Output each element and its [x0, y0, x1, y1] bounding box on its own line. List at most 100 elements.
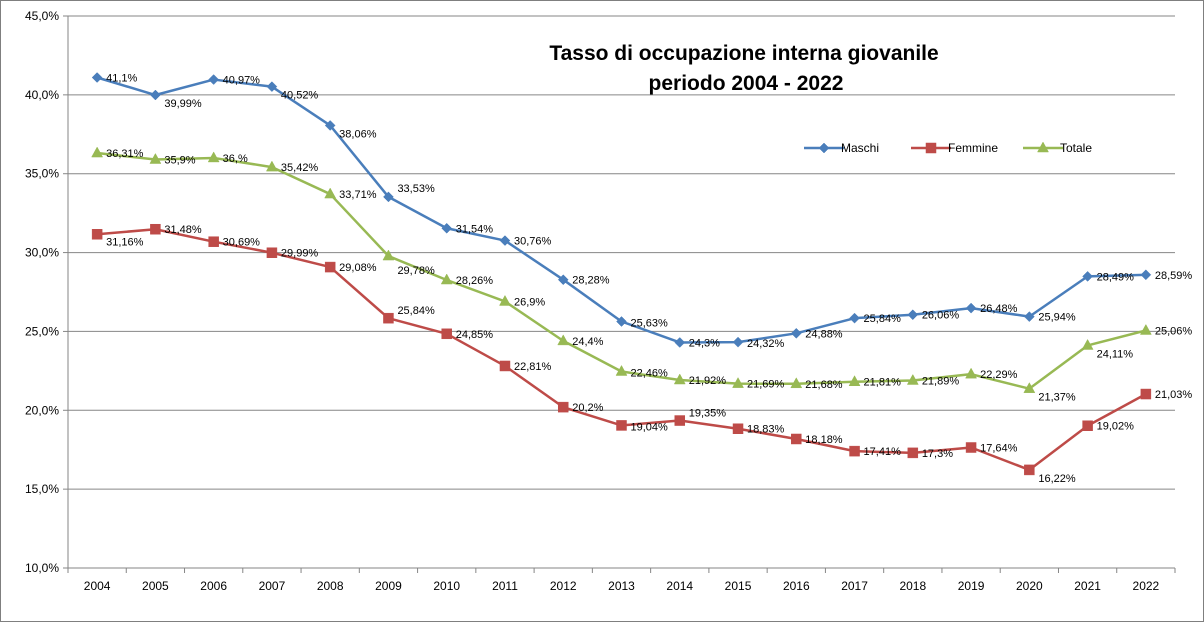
data-point-totale	[557, 334, 570, 346]
data-point-maschi	[324, 120, 336, 131]
legend-marker-maschi	[818, 142, 830, 154]
x-tick-label: 2021	[1074, 579, 1101, 593]
data-point-femmine	[324, 261, 336, 273]
x-tick-label: 2015	[725, 579, 752, 593]
legend-label-femmine: Femmine	[948, 141, 998, 155]
legend: Maschi Femmine Totale	[804, 141, 1092, 155]
data-point-totale	[615, 364, 628, 376]
data-point-femmine	[441, 328, 452, 340]
data-point-totale	[382, 249, 395, 261]
data-point-totale	[673, 373, 686, 385]
data-label-maschi: 24,32%	[747, 338, 785, 350]
data-label-totale: 21,69%	[747, 379, 785, 391]
chart-title-group: Tasso di occupazione interna giovanile p…	[549, 42, 938, 95]
data-point-totale	[1081, 338, 1094, 350]
y-tick-label: 15,0%	[25, 482, 59, 496]
data-point-femmine	[907, 447, 919, 459]
data-label-totale: 35,42%	[281, 162, 319, 174]
legend-marker-totale	[1037, 141, 1049, 153]
series-line-totale	[96, 151, 1147, 390]
x-tick-label: 2014	[666, 579, 693, 593]
data-point-totale	[732, 377, 744, 388]
data-point-totale	[906, 373, 919, 385]
series-line-femmine	[97, 227, 1147, 472]
x-tick-label: 2017	[841, 579, 868, 593]
data-label-femmine: 17,41%	[864, 446, 902, 458]
data-point-maschi	[266, 81, 278, 93]
data-label-femmine: 18,83%	[747, 424, 785, 436]
data-labels: 41,1% 39,99% 40,97% 40,52% 38,06% 33,53% 31,54…	[106, 73, 1192, 485]
data-label-totale: 22,46%	[631, 367, 669, 379]
x-tick-label: 2006	[200, 579, 227, 593]
x-tick-label: 2011	[492, 579, 518, 593]
data-point-totale	[1139, 323, 1152, 335]
data-label-femmine: 18,18%	[805, 434, 843, 446]
data-point-maschi	[208, 74, 220, 85]
data-label-maschi: 41,1%	[106, 73, 137, 85]
data-point-maschi	[907, 309, 919, 321]
x-tick-label: 2012	[550, 579, 577, 593]
data-point-femmine	[383, 312, 394, 324]
data-label-maschi: 25,94%	[1038, 312, 1076, 324]
data-point-femmine	[266, 247, 278, 258]
data-point-femmine	[616, 420, 627, 431]
data-point-femmine	[1140, 388, 1152, 400]
data-label-totale: 28,26%	[456, 275, 494, 287]
data-label-totale: 21,68%	[805, 379, 843, 391]
data-label-maschi: 31,54%	[456, 223, 494, 235]
x-tick-label: 2018	[899, 579, 926, 593]
x-tick-label: 2022	[1133, 579, 1160, 593]
data-point-maschi	[441, 222, 453, 234]
data-label-totale: 21,89%	[922, 375, 960, 387]
x-tick-label: 2004	[84, 579, 111, 593]
data-label-totale: 24,11%	[1097, 348, 1134, 360]
data-label-femmine: 30,69%	[223, 237, 261, 249]
data-label-maschi: 24,3%	[689, 337, 720, 349]
x-tick-label: 2007	[259, 579, 286, 593]
legend-label-maschi: Maschi	[841, 141, 879, 155]
data-label-femmine: 17,3%	[922, 448, 953, 460]
data-point-maschi	[849, 312, 860, 324]
data-label-maschi: 40,97%	[223, 75, 261, 87]
data-label-femmine: 20,2%	[572, 402, 603, 414]
data-point-totale	[965, 367, 978, 379]
data-label-maschi: 28,49%	[1097, 271, 1135, 283]
data-point-femmine	[732, 423, 744, 434]
data-label-femmine: 17,64%	[980, 443, 1018, 455]
x-tick-label: 2010	[433, 579, 460, 593]
data-label-totale: 21,81%	[864, 377, 902, 389]
data-point-maschi	[150, 89, 161, 101]
data-point-totale	[790, 377, 803, 389]
x-tick-label: 2005	[142, 579, 169, 593]
data-point-maschi	[1023, 311, 1035, 322]
data-label-maschi: 25,63%	[631, 317, 669, 329]
data-label-totale: 25,06%	[1155, 325, 1193, 337]
data-point-femmine	[965, 442, 977, 453]
data-point-femmine	[791, 433, 802, 445]
data-label-maschi: 25,84%	[864, 313, 902, 325]
y-tick-label: 30,0%	[25, 246, 59, 260]
data-label-maschi: 30,76%	[514, 236, 552, 248]
data-point-femmine	[150, 223, 161, 235]
data-point-femmine	[557, 401, 569, 413]
data-label-totale: 35,9%	[164, 155, 195, 167]
data-label-maschi: 33,53%	[397, 183, 435, 195]
data-point-femmine	[208, 236, 219, 247]
data-point-maschi	[732, 336, 744, 348]
data-label-totale: 36,31%	[106, 148, 144, 160]
data-label-femmine: 16,22%	[1038, 473, 1076, 485]
x-tick-label: 2020	[1016, 579, 1043, 593]
data-point-totale	[440, 273, 453, 285]
data-point-femmine	[1024, 464, 1035, 476]
y-tick-label: 10,0%	[25, 561, 59, 575]
data-label-maschi: 40,52%	[281, 90, 319, 102]
y-tick-label: 20,0%	[25, 403, 59, 417]
x-tick-label: 2013	[608, 579, 635, 593]
data-label-femmine: 21,03%	[1155, 389, 1193, 401]
data-point-totale	[149, 153, 162, 164]
data-label-femmine: 22,81%	[514, 361, 552, 373]
data-label-femmine: 31,16%	[106, 236, 144, 248]
y-tick-label: 25,0%	[25, 324, 59, 338]
axes: 10,0% 15,0% 20,0% 25,0% 30,0% 35,0% 40,0% 45,0%…	[25, 9, 1176, 593]
